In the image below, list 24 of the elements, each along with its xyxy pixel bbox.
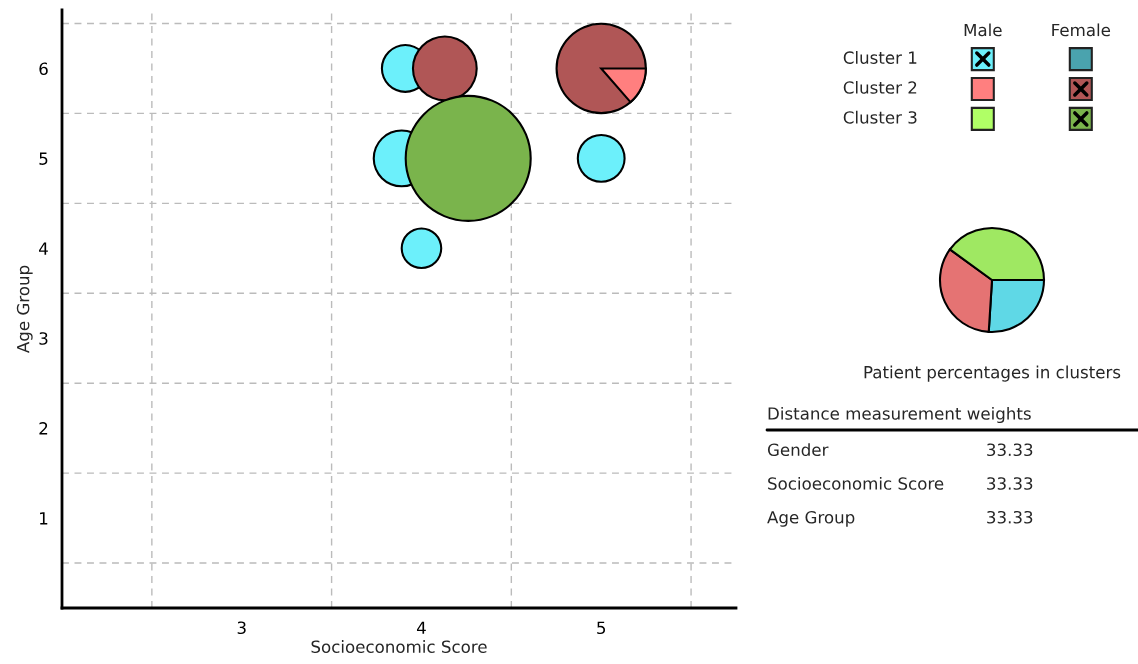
category-label: Cluster 3 — [843, 110, 917, 124]
category-label: Socioeconomic Score — [768, 476, 944, 490]
data-label: 33.33 — [987, 443, 1033, 457]
text: Male — [964, 23, 1002, 37]
x-tick-label: 5 — [597, 621, 606, 635]
category-label: Cluster 1 — [843, 51, 917, 64]
text: Patient percentages in clusters — [864, 365, 1121, 382]
category-label: Cluster 2 — [843, 80, 917, 94]
text: Female — [1052, 23, 1111, 37]
y-tick-label: 3 — [39, 332, 48, 345]
y-tick-label: 4 — [39, 242, 48, 255]
y-tick-label: 2 — [39, 422, 48, 435]
category-label: Gender — [767, 443, 829, 457]
data-label: 33.33 — [987, 510, 1033, 524]
y-tick-label: 1 — [40, 512, 48, 525]
y-tick-label: 6 — [39, 62, 48, 76]
x-tick-label: 4 — [416, 621, 426, 634]
x-tick-label: 3 — [237, 621, 246, 635]
category-label: Age Group — [767, 510, 855, 527]
y-tick-label: 5 — [39, 152, 48, 165]
data-label: 33.33 — [987, 477, 1033, 490]
text: Distance measurement weights — [768, 406, 1031, 424]
x-axis-title: Socioeconomic Score — [311, 640, 487, 653]
y-axis-title: Age Group — [16, 265, 33, 353]
